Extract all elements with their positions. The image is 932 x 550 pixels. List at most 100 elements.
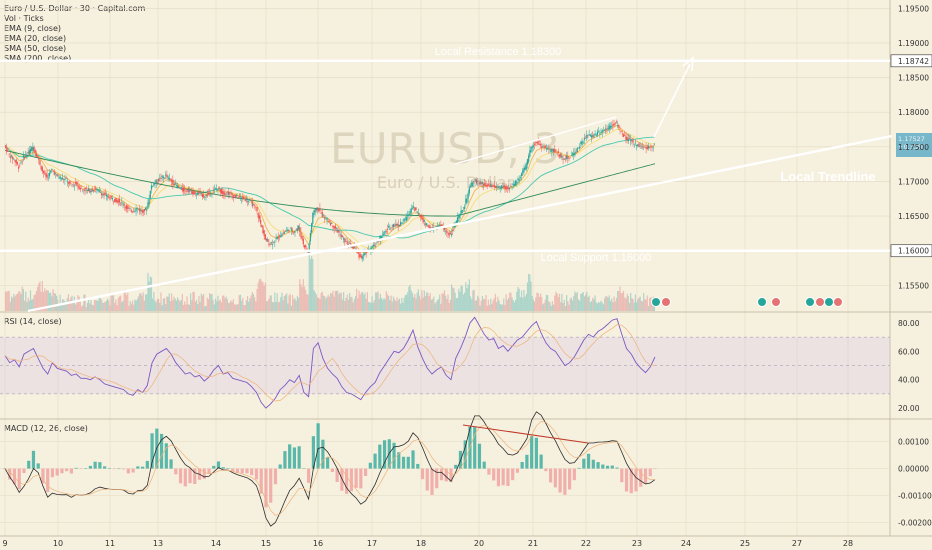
candle-body <box>541 146 543 148</box>
volume-bar <box>512 300 514 311</box>
candle-body <box>316 207 319 211</box>
macd-hist-bar <box>525 454 529 469</box>
event-badge-icon <box>805 297 815 307</box>
candle-body <box>469 185 472 188</box>
candle-body <box>241 197 243 199</box>
candle-body <box>617 125 619 126</box>
volume-bar <box>641 301 644 311</box>
candle-body <box>95 187 97 189</box>
volume-bar <box>547 295 549 311</box>
candle-body <box>390 227 392 228</box>
volume-bar <box>637 299 639 311</box>
watermark-symbol: EURUSD, 3 <box>330 124 560 173</box>
volume-bar <box>448 302 450 311</box>
price-axis[interactable]: 1.19500 1.19000 1.18500 1.18000 1.17500 1.170… <box>890 4 932 290</box>
candle-body <box>144 207 147 210</box>
volume-bar <box>465 282 467 311</box>
volume-bar <box>18 291 20 311</box>
volume-bar <box>288 295 290 311</box>
volume-bar <box>579 300 581 311</box>
volume-bar <box>550 305 552 311</box>
macd-hist-bar <box>435 468 439 489</box>
candle-body <box>26 154 28 158</box>
candle-body <box>465 198 467 204</box>
event-badge-icon <box>757 297 767 307</box>
candle-body <box>34 150 36 154</box>
volume-bar <box>140 293 142 311</box>
volume-bar <box>347 299 349 311</box>
candle-body <box>274 241 276 243</box>
macd-hist-bar <box>226 468 230 469</box>
macd-hist-bar <box>240 468 244 474</box>
volume-bar <box>538 296 540 311</box>
candle-body <box>8 153 10 155</box>
candle-body <box>288 230 290 232</box>
volume-bar <box>415 298 417 311</box>
volume-bar <box>76 301 78 311</box>
volume-bar <box>562 302 564 311</box>
volume-bar <box>309 258 312 311</box>
candle-body <box>35 153 38 157</box>
trendline[interactable] <box>27 134 893 313</box>
time-axis[interactable]: 9 10 11 13 14 15 16 17 18 20 21 22 23 24 25 27 28 <box>0 535 932 548</box>
candle-body <box>611 126 613 127</box>
candle-body <box>219 189 221 193</box>
legend-sma50: SMA (50, close) <box>4 44 67 53</box>
volume-bar <box>245 300 247 311</box>
volume-bar <box>136 299 138 311</box>
macd-hist-bar <box>140 466 145 469</box>
volume-bar <box>603 298 606 311</box>
volume-bar <box>200 293 202 311</box>
candle-body <box>190 189 192 190</box>
candle-body <box>315 209 317 211</box>
volume-bar <box>225 296 227 311</box>
volume-bar <box>191 300 193 311</box>
candle-body <box>48 172 51 177</box>
volume-bar <box>563 299 565 311</box>
volume-bar <box>446 298 448 311</box>
macd-hist-bar <box>283 451 287 469</box>
candle-body <box>574 151 576 156</box>
volume-bar <box>51 296 53 311</box>
volume-bar <box>647 306 650 311</box>
candle-body <box>362 256 364 259</box>
candle-body <box>22 155 24 158</box>
candle-body <box>545 148 548 150</box>
candle-body <box>580 141 582 144</box>
time-tick-label: 27 <box>792 539 802 548</box>
volume-bar <box>359 294 361 311</box>
volume-bar <box>462 294 465 311</box>
volume-bar <box>318 297 320 311</box>
macd-hist-bar <box>288 444 292 469</box>
candle-body <box>458 214 460 218</box>
candle-body <box>331 222 333 224</box>
candle-body <box>261 225 263 228</box>
macd-hist-bar <box>69 468 74 474</box>
candle-body <box>570 155 572 156</box>
volume-bar <box>428 296 430 311</box>
candle-body <box>101 193 103 196</box>
volume-bar <box>141 295 143 311</box>
candle-body <box>484 182 486 186</box>
volume-bar <box>224 298 226 311</box>
candle-body <box>421 215 423 220</box>
candle-body <box>332 225 334 228</box>
volume-bar <box>452 287 454 311</box>
volume-bar <box>174 298 176 311</box>
macd-hist-bar <box>416 463 420 469</box>
candle-body <box>329 223 332 226</box>
volume-bar <box>108 300 110 311</box>
volume-bar <box>267 300 269 311</box>
volume-bar <box>634 294 637 311</box>
candle-body <box>7 151 9 152</box>
candle-body <box>227 191 230 195</box>
volume-bar <box>209 293 211 311</box>
volume-bar <box>65 303 67 311</box>
candle-body <box>133 211 135 212</box>
candle-body <box>112 200 115 202</box>
candles <box>4 119 656 262</box>
volume-bar <box>95 300 97 311</box>
time-tick-label: 10 <box>53 539 63 548</box>
volume-bar <box>162 298 164 311</box>
